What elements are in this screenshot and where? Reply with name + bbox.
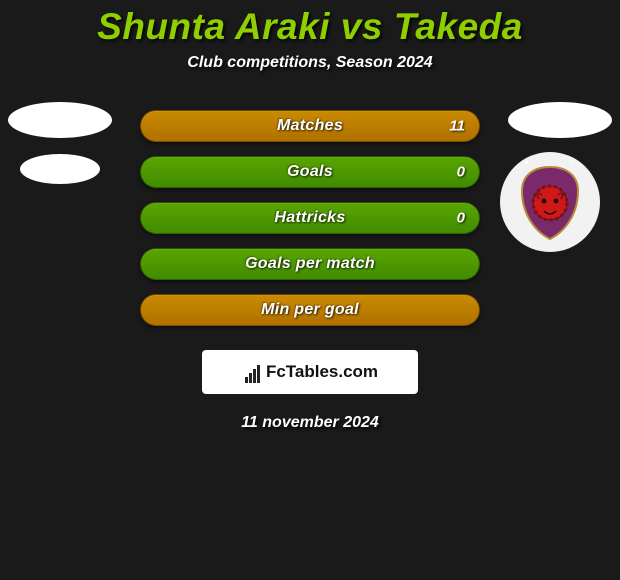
crest-lion-icon — [533, 186, 567, 220]
date-text: 11 november 2024 — [0, 414, 620, 432]
content-root: Shunta Araki vs Takeda Club competitions… — [0, 0, 620, 580]
stat-bars: Matches 11 Goals 0 Hattricks 0 Goals per… — [140, 110, 480, 326]
stat-bar-goals-per-match: Goals per match — [140, 248, 480, 280]
stat-bar-goals: Goals 0 — [140, 156, 480, 188]
stat-label: Goals per match — [245, 255, 375, 273]
brand-text: FcTables.com — [266, 362, 378, 382]
stat-value-right: 0 — [457, 210, 465, 227]
stat-bar-matches: Matches 11 — [140, 110, 480, 142]
bar-chart-icon — [242, 361, 264, 383]
page-title: Shunta Araki vs Takeda — [0, 0, 620, 48]
stat-label: Hattricks — [274, 209, 345, 227]
stats-area: KYOTO SANGA Matches 11 — [0, 110, 620, 432]
left-team-badge-2 — [20, 154, 100, 184]
svg-text:KYOTO SANGA: KYOTO SANGA — [524, 161, 577, 166]
crest-arc-text: KYOTO SANGA — [524, 161, 577, 166]
stat-bar-hattricks: Hattricks 0 — [140, 202, 480, 234]
brand-box: FcTables.com — [202, 350, 418, 394]
stat-value-right: 11 — [449, 118, 465, 135]
left-badges — [8, 102, 112, 184]
stat-value-right: 0 — [457, 164, 465, 181]
stat-label: Matches — [277, 117, 343, 135]
left-team-badge-1 — [8, 102, 112, 138]
stat-bar-min-per-goal: Min per goal — [140, 294, 480, 326]
stat-label: Min per goal — [261, 301, 359, 319]
right-team-badge-1 — [508, 102, 612, 138]
subtitle: Club competitions, Season 2024 — [0, 54, 620, 72]
crest-graphic: KYOTO SANGA — [514, 161, 586, 243]
right-badges — [508, 102, 612, 138]
stat-label: Goals — [287, 163, 333, 181]
right-team-crest: KYOTO SANGA — [500, 152, 600, 252]
